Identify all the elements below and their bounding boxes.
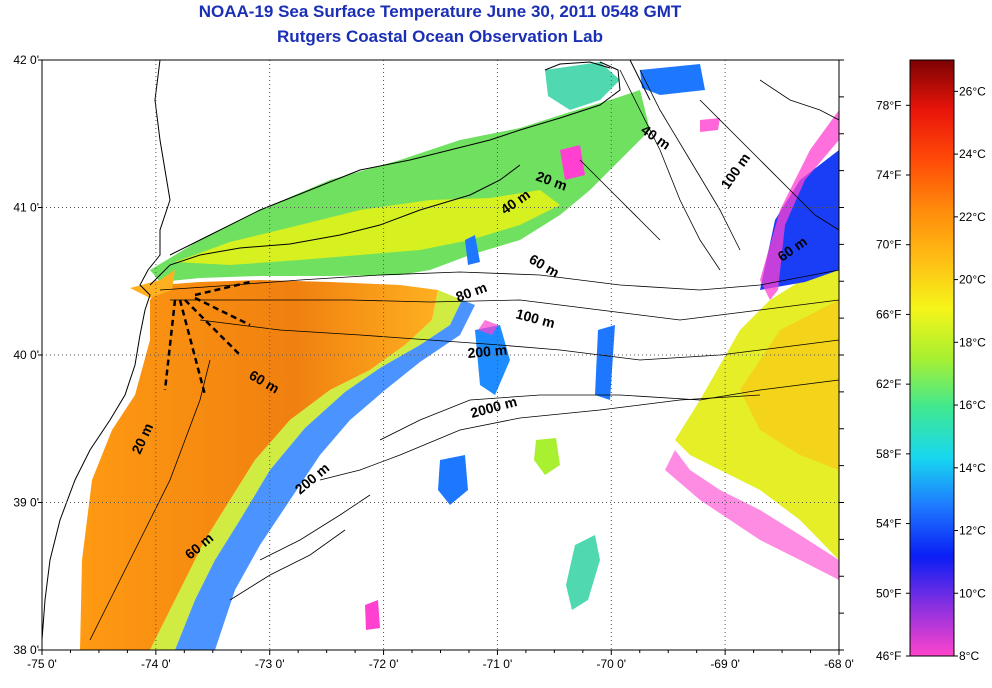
bathymetry-contours: [89, 69, 839, 641]
lon-tick-label: -69 0': [710, 657, 740, 671]
colorbar-c-label: 22°C: [959, 210, 986, 224]
colorbar-f-label: 74°F: [876, 168, 901, 182]
shelf-break-cool-water: [175, 300, 475, 650]
lon-tick-label: -73 0': [255, 657, 285, 671]
colorbar-f-label: 66°F: [876, 307, 901, 321]
colorbar-c-label: 10°C: [959, 586, 986, 600]
colorbar-celsius-labels: 26°C 24°C 22°C 20°C 18°C 16°C 14°C 12°C 10°C 8°C: [954, 84, 986, 663]
latitude-labels: 42 0' 41 0' 40 0' 39 0' 38 0': [13, 53, 42, 657]
map-title: NOAA-19 Sea Surface Temperature June 30,…: [198, 2, 682, 21]
longitude-labels: -75 0' -74 0' -73 0' -72 0' -71 0' -70 0' -69 …: [27, 650, 854, 671]
lat-tick-label: 39 0': [13, 496, 39, 510]
map-grid: [42, 59, 844, 653]
lat-tick-label: 41 0': [13, 201, 39, 215]
contour-label: 200 m: [467, 342, 508, 361]
gulf-stream-core: [740, 300, 839, 470]
lat-tick-label: 40 0': [13, 348, 39, 362]
cape-cod-water: [545, 62, 620, 110]
coastline: [42, 60, 651, 641]
colorbar-ramp: [909, 59, 955, 657]
lat-tick-label: 38 0': [13, 643, 39, 657]
shelf-water-warm: [80, 280, 438, 650]
inner-sound-warm: [175, 190, 560, 265]
gulf-stream-fringe: [665, 450, 839, 580]
colorbar-f-label: 78°F: [876, 98, 901, 112]
colorbar-c-label: 26°C: [959, 84, 986, 98]
colorbar-f-label: 50°F: [876, 586, 901, 600]
colorbar-c-label: 14°C: [959, 461, 986, 475]
colorbar-c-label: 12°C: [959, 524, 986, 538]
colorbar-f-label: 62°F: [876, 377, 901, 391]
ny-harbor-warm: [130, 270, 175, 298]
slope-magenta-edge: [760, 110, 839, 300]
map-subtitle: Rutgers Coastal Ocean Observation Lab: [277, 27, 603, 46]
lon-tick-label: -70 0': [596, 657, 626, 671]
shelf-edge-water: [150, 290, 462, 650]
lon-tick-label: -71 0': [483, 657, 513, 671]
lon-tick-label: -74 0': [141, 657, 171, 671]
colorbar-f-label: 58°F: [876, 447, 901, 461]
colorbar-fahrenheit-labels: 78°F 74°F 70°F 66°F 62°F 58°F 54°F 50°F 46°F: [876, 98, 910, 663]
colorbar-f-label: 70°F: [876, 238, 901, 252]
colorbar-c-label: 24°C: [959, 147, 986, 161]
lat-tick-label: 42 0': [13, 53, 39, 67]
lon-tick-label: -72 0': [369, 657, 399, 671]
colorbar-f-label: 46°F: [876, 649, 901, 663]
colorbar-c-label: 16°C: [959, 398, 986, 412]
lon-tick-label: -68 0': [824, 657, 854, 671]
colorbar-c-label: 20°C: [959, 273, 986, 287]
colorbar-c-label: 8°C: [959, 649, 979, 663]
lon-tick-label: -75 0': [27, 657, 57, 671]
colorbar-f-label: 54°F: [876, 517, 901, 531]
colorbar-c-label: 18°C: [959, 335, 986, 349]
transect-lines: [163, 280, 251, 396]
warm-core-patches: [365, 64, 720, 630]
